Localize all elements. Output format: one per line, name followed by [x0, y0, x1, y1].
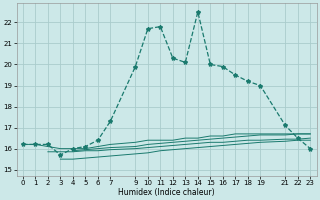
X-axis label: Humidex (Indice chaleur): Humidex (Indice chaleur): [118, 188, 215, 197]
